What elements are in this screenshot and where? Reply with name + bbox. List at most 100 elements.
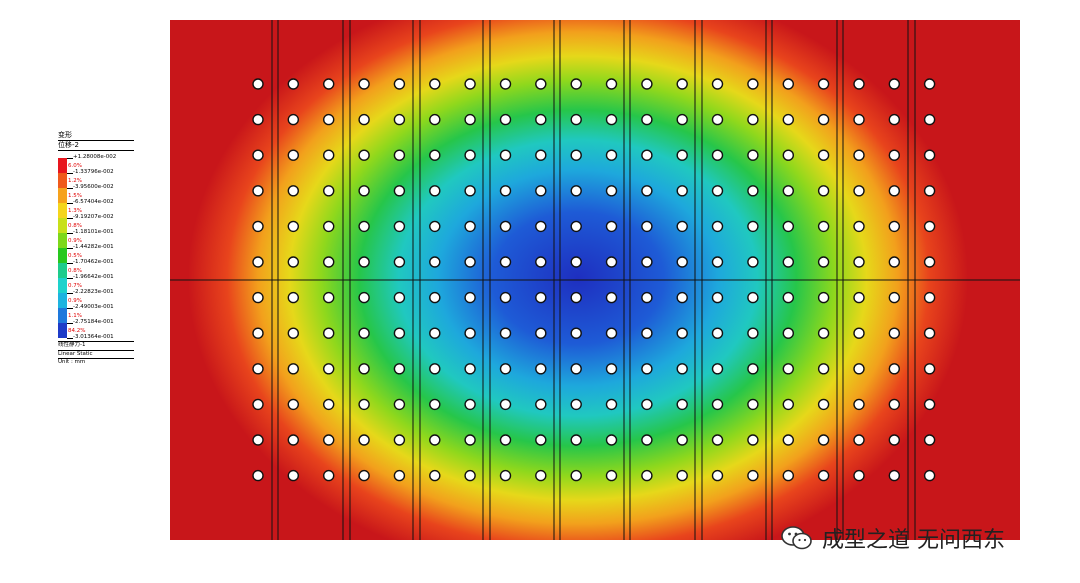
legend-tick	[67, 188, 73, 189]
bolt-hole	[322, 291, 335, 304]
legend-color-band	[58, 323, 67, 338]
bolt-hole	[535, 256, 547, 268]
bolt-hole	[711, 291, 724, 304]
bolt-hole	[888, 149, 900, 161]
bolt-hole	[429, 469, 441, 482]
legend-level-value: -1.96642e-001	[73, 274, 114, 280]
bolt-hole	[499, 220, 512, 233]
bolt-hole	[888, 185, 900, 197]
bolt-hole	[322, 185, 335, 197]
legend-percentage: 1.3%	[68, 208, 82, 214]
bolt-hole	[888, 327, 900, 339]
legend-divider	[58, 140, 134, 141]
bolt-hole	[923, 78, 936, 90]
bolt-hole	[853, 185, 865, 197]
bolt-hole	[923, 327, 936, 339]
bolt-hole	[782, 327, 794, 339]
bolt-hole	[782, 256, 794, 268]
bolt-hole	[923, 398, 936, 411]
legend-tick	[67, 218, 73, 219]
bolt-hole	[605, 256, 618, 268]
bolt-hole	[676, 113, 688, 126]
bolt-hole	[464, 398, 476, 411]
bolt-hole	[782, 149, 794, 161]
legend-percentage: 0.9%	[68, 238, 82, 244]
bolt-hole	[817, 327, 830, 339]
bolt-hole	[535, 78, 547, 90]
bolt-hole	[499, 78, 512, 90]
bolt-hole	[499, 327, 512, 339]
legend-color-band	[58, 203, 67, 218]
legend-level-value: -2.49003e-001	[73, 304, 114, 310]
bolt-hole	[888, 363, 900, 375]
bolt-hole	[393, 434, 406, 446]
bolt-hole	[393, 469, 406, 482]
bolt-hole	[287, 363, 300, 375]
legend-percentage: 0.9%	[68, 298, 82, 304]
legend-color-band	[58, 188, 67, 203]
bolt-hole	[923, 220, 936, 233]
bolt-hole	[429, 327, 441, 339]
bolt-hole	[817, 256, 830, 268]
bolt-hole	[782, 185, 794, 197]
bolt-hole	[853, 363, 865, 375]
bolt-hole	[393, 327, 406, 339]
bolt-hole	[605, 113, 618, 126]
legend-level-value: -6.57404e-002	[73, 199, 114, 205]
bolt-hole	[676, 149, 688, 161]
legend-level-value: -1.70462e-001	[73, 259, 114, 265]
legend-divider	[58, 349, 134, 351]
bolt-hole	[747, 113, 759, 126]
bolt-hole	[853, 113, 865, 126]
bolt-hole	[817, 363, 830, 375]
bolt-hole	[747, 469, 759, 482]
legend-color-band	[58, 173, 67, 188]
bolt-hole	[676, 398, 688, 411]
bolt-hole	[322, 469, 335, 482]
bolt-hole	[287, 256, 300, 268]
legend-percentage: 0.8%	[68, 223, 82, 229]
bolt-hole	[429, 256, 441, 268]
legend-analysis-en: Linear Static	[58, 350, 93, 357]
bolt-hole	[429, 149, 441, 161]
legend-color-band	[58, 158, 67, 173]
bolt-hole	[747, 291, 759, 304]
bolt-hole	[429, 113, 441, 126]
bolt-hole	[570, 185, 582, 197]
bolt-hole	[605, 185, 618, 197]
bolt-hole	[570, 220, 582, 233]
bolt-hole	[782, 434, 794, 446]
bolt-hole	[747, 327, 759, 339]
bolt-hole	[711, 185, 724, 197]
legend-tick	[67, 293, 73, 294]
bolt-hole	[641, 113, 653, 126]
bolt-hole	[252, 363, 264, 375]
watermark-text: 成型之道 无问西东	[822, 528, 1005, 553]
legend-unit: Unit : mm	[58, 359, 86, 365]
bolt-hole	[322, 78, 335, 90]
bolt-hole	[605, 363, 618, 375]
legend-percentage: 6.0%	[68, 163, 82, 169]
bolt-hole-grid	[252, 78, 936, 482]
bolt-hole	[464, 256, 476, 268]
bolt-hole	[322, 398, 335, 411]
bolt-hole	[605, 220, 618, 233]
bolt-hole	[747, 220, 759, 233]
bolt-hole	[853, 327, 865, 339]
legend-tick	[67, 248, 73, 249]
plate-seams	[170, 20, 1020, 540]
bolt-hole	[888, 78, 900, 90]
bolt-hole	[287, 469, 300, 482]
bolt-hole	[817, 398, 830, 411]
bolt-hole	[499, 398, 512, 411]
bolt-hole	[711, 149, 724, 161]
bolt-hole	[676, 220, 688, 233]
bolt-hole	[747, 363, 759, 375]
bolt-hole	[641, 149, 653, 161]
bolt-hole	[641, 78, 653, 90]
bolt-hole	[322, 363, 335, 375]
bolt-hole	[923, 291, 936, 304]
bolt-hole	[358, 469, 370, 482]
bolt-hole	[393, 220, 406, 233]
bolt-hole	[358, 78, 370, 90]
